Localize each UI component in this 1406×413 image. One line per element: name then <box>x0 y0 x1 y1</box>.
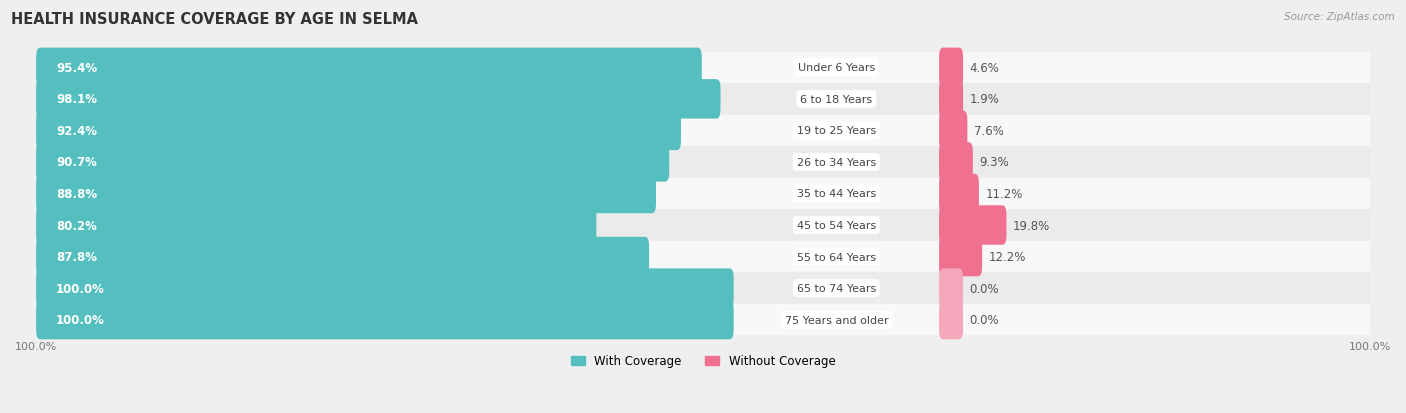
Bar <box>37 304 1369 336</box>
Bar <box>37 52 1369 84</box>
FancyBboxPatch shape <box>37 206 596 245</box>
Bar <box>37 84 1369 115</box>
FancyBboxPatch shape <box>37 237 650 277</box>
FancyBboxPatch shape <box>37 174 657 214</box>
Text: 90.7%: 90.7% <box>56 156 97 169</box>
FancyBboxPatch shape <box>939 174 979 214</box>
FancyBboxPatch shape <box>939 112 967 151</box>
Text: 87.8%: 87.8% <box>56 250 97 263</box>
Text: 35 to 44 Years: 35 to 44 Years <box>797 189 876 199</box>
FancyBboxPatch shape <box>37 300 734 339</box>
Text: 7.6%: 7.6% <box>974 125 1004 138</box>
Text: Under 6 Years: Under 6 Years <box>797 63 875 73</box>
FancyBboxPatch shape <box>939 143 973 182</box>
FancyBboxPatch shape <box>37 48 702 88</box>
Text: 12.2%: 12.2% <box>988 250 1026 263</box>
Bar <box>37 178 1369 210</box>
Bar <box>37 273 1369 304</box>
Text: 19.8%: 19.8% <box>1014 219 1050 232</box>
FancyBboxPatch shape <box>939 48 963 88</box>
Text: 1.9%: 1.9% <box>970 93 1000 106</box>
Text: 88.8%: 88.8% <box>56 188 97 200</box>
Bar <box>37 147 1369 178</box>
Text: 11.2%: 11.2% <box>986 188 1024 200</box>
Text: 0.0%: 0.0% <box>970 282 1000 295</box>
FancyBboxPatch shape <box>939 300 963 339</box>
Bar <box>37 115 1369 147</box>
FancyBboxPatch shape <box>37 80 720 119</box>
Legend: With Coverage, Without Coverage: With Coverage, Without Coverage <box>565 350 841 372</box>
FancyBboxPatch shape <box>939 206 1007 245</box>
Text: 75 Years and older: 75 Years and older <box>785 315 889 325</box>
Text: 6 to 18 Years: 6 to 18 Years <box>800 95 873 104</box>
Text: 80.2%: 80.2% <box>56 219 97 232</box>
FancyBboxPatch shape <box>939 237 983 277</box>
Text: 100.0%: 100.0% <box>56 313 105 326</box>
FancyBboxPatch shape <box>939 80 963 119</box>
Text: Source: ZipAtlas.com: Source: ZipAtlas.com <box>1284 12 1395 22</box>
Text: 100.0%: 100.0% <box>56 282 105 295</box>
Text: 98.1%: 98.1% <box>56 93 97 106</box>
Text: 45 to 54 Years: 45 to 54 Years <box>797 221 876 230</box>
Bar <box>37 210 1369 241</box>
Text: 26 to 34 Years: 26 to 34 Years <box>797 157 876 168</box>
Text: 92.4%: 92.4% <box>56 125 97 138</box>
Text: 4.6%: 4.6% <box>970 62 1000 75</box>
FancyBboxPatch shape <box>37 269 734 308</box>
FancyBboxPatch shape <box>37 143 669 182</box>
Text: 9.3%: 9.3% <box>980 156 1010 169</box>
FancyBboxPatch shape <box>939 269 963 308</box>
Text: 55 to 64 Years: 55 to 64 Years <box>797 252 876 262</box>
Text: 95.4%: 95.4% <box>56 62 97 75</box>
FancyBboxPatch shape <box>37 112 681 151</box>
Text: 65 to 74 Years: 65 to 74 Years <box>797 283 876 293</box>
Text: 19 to 25 Years: 19 to 25 Years <box>797 126 876 136</box>
Bar <box>37 241 1369 273</box>
Text: HEALTH INSURANCE COVERAGE BY AGE IN SELMA: HEALTH INSURANCE COVERAGE BY AGE IN SELM… <box>11 12 418 27</box>
Text: 0.0%: 0.0% <box>970 313 1000 326</box>
